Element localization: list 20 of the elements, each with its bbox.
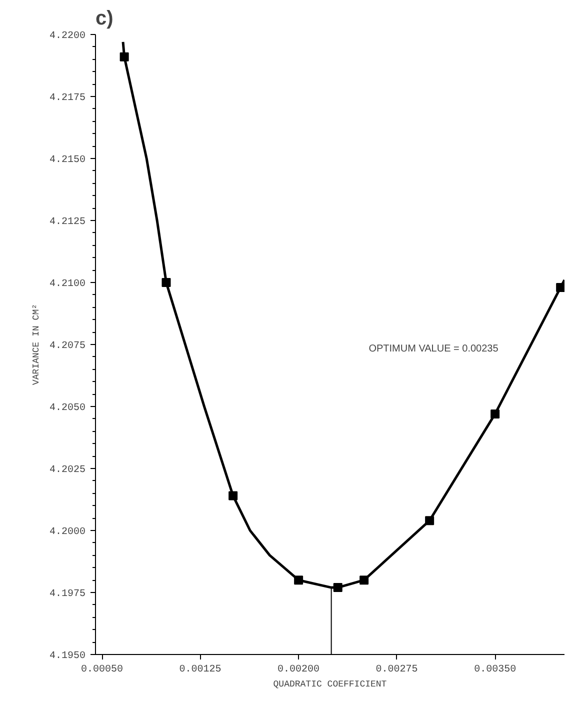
- y-axis-title: VARIANCE IN CM²: [31, 304, 42, 386]
- x-tick-label: 0.00275: [376, 664, 418, 676]
- y-tick-label: 4.2075: [49, 341, 86, 352]
- x-tick-label: 0.00125: [179, 664, 222, 676]
- y-tick-label: 4.2025: [49, 465, 86, 476]
- x-tick-label: 0.00050: [81, 664, 124, 676]
- y-tick-label: 4.2050: [49, 403, 86, 414]
- annotation: OPTIMUM VALUE = 0.00235: [368, 344, 499, 354]
- y-tick-label: 4.2200: [49, 31, 86, 42]
- x-axis-title: QUADRATIC COEFFICIENT: [273, 680, 388, 690]
- y-tick-label: 4.2125: [49, 217, 86, 228]
- y-tick-label: 4.2150: [49, 155, 86, 166]
- x-tick-label: 0.00200: [278, 664, 320, 676]
- chart-title: c): [96, 8, 114, 30]
- y-tick-label: 4.2175: [49, 93, 86, 104]
- y-tick-label: 4.2000: [49, 527, 86, 538]
- y-tick-label: 4.1975: [49, 589, 86, 600]
- y-tick-label: 4.2100: [49, 279, 86, 290]
- y-tick-label: 4.1950: [49, 651, 86, 662]
- x-tick-label: 0.00350: [474, 664, 516, 676]
